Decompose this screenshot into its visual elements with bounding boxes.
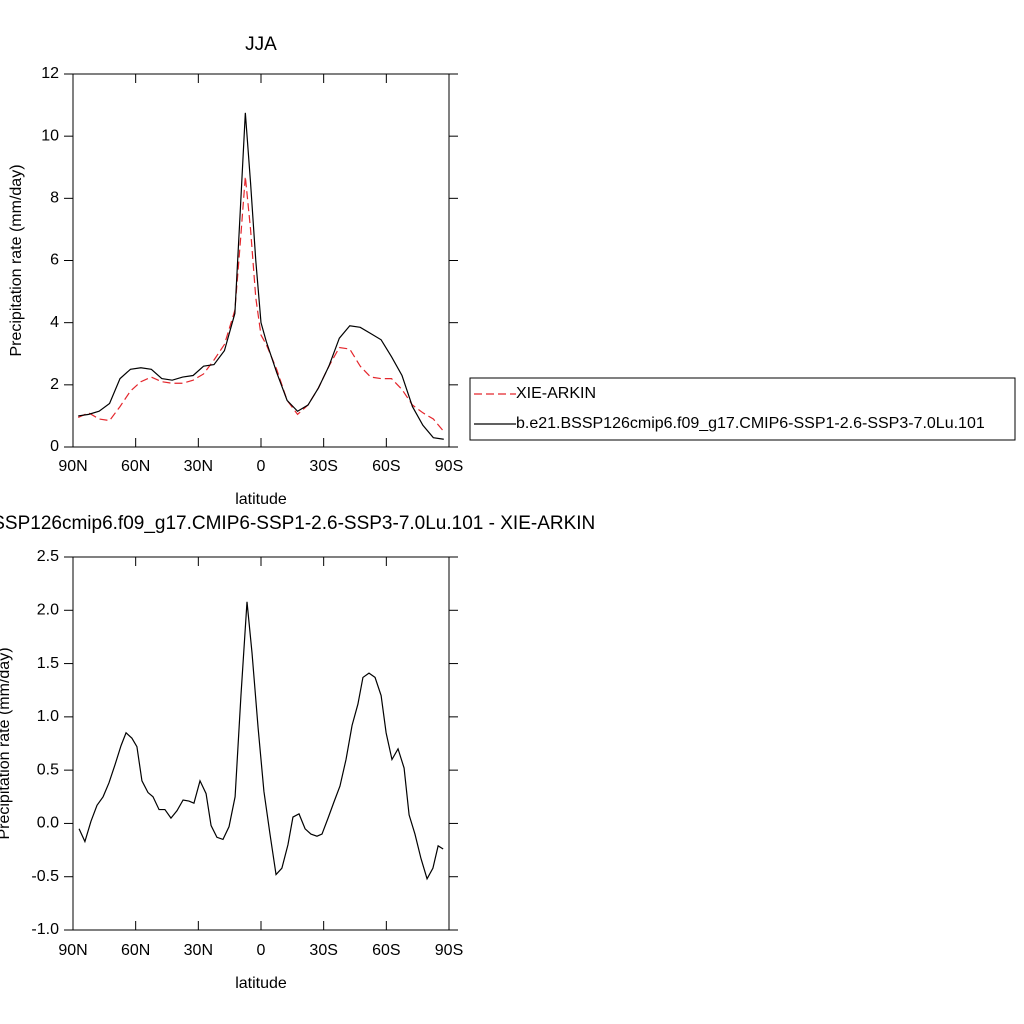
legend-box (469, 377, 1016, 441)
plot-frame (72, 556, 450, 931)
data-line (77, 176, 445, 432)
y-tick-label: 2.5 (37, 548, 59, 565)
x-tick-label: 30N (184, 942, 213, 959)
x-tick-label: 30S (309, 458, 337, 475)
x-tick-label: 60S (372, 458, 400, 475)
y-tick-label: 2 (50, 376, 59, 393)
y-axis-label: Precipitation rate (mm/day) (0, 647, 13, 839)
y-tick-label: 0 (50, 438, 59, 455)
x-tick-label: 30N (184, 458, 213, 475)
chart-title: b.e21.BSSP126cmip6.f09_g17.CMIP6-SSP1-2.… (0, 513, 595, 534)
y-tick-label: 6 (50, 252, 59, 269)
y-tick-label: 2.0 (37, 602, 59, 619)
y-axis-label: Precipitation rate (mm/day) (8, 164, 25, 356)
x-tick-label: 60N (121, 458, 150, 475)
legend-label: b.e21.BSSP126cmip6.f09_g17.CMIP6-SSP1-2.… (516, 415, 985, 432)
x-tick-label: 90S (435, 942, 463, 959)
y-tick-label: 8 (50, 190, 59, 207)
x-tick-label: 30S (309, 942, 337, 959)
x-axis-label: latitude (235, 975, 287, 992)
y-tick-label: 0.0 (37, 815, 59, 832)
x-tick-label: 90N (58, 942, 87, 959)
x-axis-label: latitude (235, 491, 287, 508)
x-tick-label: 0 (257, 458, 266, 475)
y-tick-label: 0.5 (37, 761, 59, 778)
chart-title: JJA (245, 34, 277, 55)
legend: XIE-ARKIN b.e21.BSSP126cmip6.f09_g17.CMIP… (469, 377, 1016, 441)
x-tick-label: 90S (435, 458, 463, 475)
plot-frame (72, 73, 450, 448)
data-line (78, 112, 444, 440)
y-tick-label: 1.0 (37, 708, 59, 725)
data-line (78, 601, 444, 881)
y-tick-label: -1.0 (31, 921, 59, 938)
y-tick-label: 4 (50, 314, 59, 331)
y-tick-label: -0.5 (31, 868, 59, 885)
y-tick-label: 10 (41, 127, 59, 144)
y-tick-label: 1.5 (37, 655, 59, 672)
legend-label: XIE-ARKIN (516, 385, 596, 402)
x-tick-label: 0 (257, 942, 266, 959)
x-tick-label: 60N (121, 942, 150, 959)
y-tick-label: 12 (41, 65, 59, 82)
x-tick-label: 90N (58, 458, 87, 475)
x-tick-label: 60S (372, 942, 400, 959)
